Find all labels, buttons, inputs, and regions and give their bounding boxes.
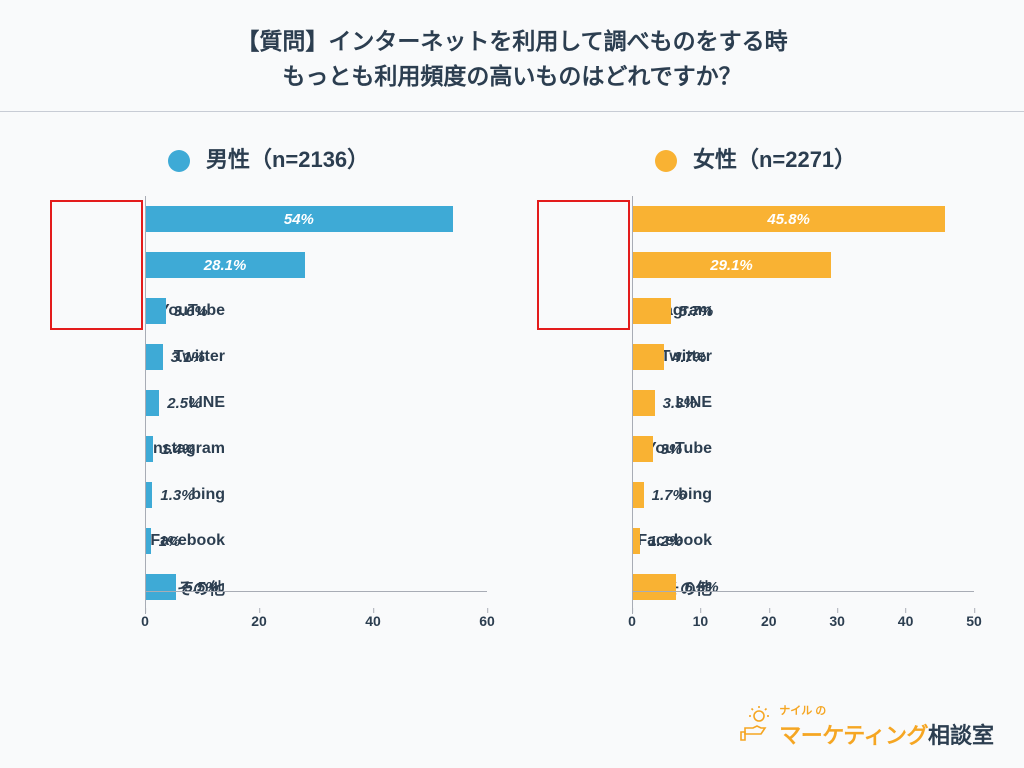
bar-row: Google45.8%	[632, 196, 974, 242]
bar-value-label: 54%	[145, 211, 453, 228]
bar: 54%	[145, 206, 453, 232]
male-legend-dot	[168, 150, 190, 172]
lightbulb-hand-icon	[739, 706, 771, 747]
bar-value-label: 1.7%	[644, 487, 686, 504]
bar-value-label: 1.2%	[640, 533, 682, 550]
bar-row: LINE3.3%	[632, 380, 974, 426]
bar: 29.1%	[632, 252, 831, 278]
bar: 28.1%	[145, 252, 305, 278]
bar	[145, 344, 163, 370]
title-line-1: 【質問】インターネットを利用して調べものをする時	[0, 24, 1024, 59]
bar	[145, 528, 151, 554]
bar-value-label: 3.3%	[655, 395, 697, 412]
logo-sub: 相談室	[928, 723, 994, 748]
axis-tick-label: 20	[251, 613, 267, 629]
chart-header: 【質問】インターネットを利用して調べものをする時 もっとも利用頻度の高いものはど…	[0, 0, 1024, 111]
bar-value-label: 45.8%	[632, 211, 945, 228]
female-legend: 女性（n=2271）	[537, 142, 974, 174]
bar	[145, 298, 166, 324]
bar	[632, 298, 671, 324]
female-chart-panel: 女性（n=2271） Google45.8%Yahoo!29.1%Instagr…	[537, 142, 974, 651]
axis-tick-label: 20	[761, 613, 777, 629]
bar-value-label: 28.1%	[145, 257, 305, 274]
bar	[632, 436, 653, 462]
bar	[145, 390, 159, 416]
female-legend-label: 女性（n=2271）	[693, 147, 856, 172]
male-chart-panel: 男性（n=2136） Google54%Yahoo!28.1%YouTube3.…	[50, 142, 487, 651]
axis-tick-label: 40	[365, 613, 381, 629]
bar	[632, 344, 664, 370]
axis-tick-label: 50	[966, 613, 982, 629]
axis-tick-label: 0	[141, 613, 149, 629]
bar-row: Facebook1%	[145, 518, 487, 564]
bar-row: YouTube3.6%	[145, 288, 487, 334]
bar-row: bing1.3%	[145, 472, 487, 518]
logo-main: マーケティング	[779, 723, 928, 748]
charts-container: 男性（n=2136） Google54%Yahoo!28.1%YouTube3.…	[0, 142, 1024, 651]
bar-row: Facebook1.2%	[632, 518, 974, 564]
bar-row: Twitter4.7%	[632, 334, 974, 380]
bar-value-label: 1%	[151, 533, 181, 550]
logo-pretext: ナイル の	[779, 702, 994, 718]
footer-logo: ナイル の マーケティング相談室	[739, 702, 994, 750]
bar-value-label: 2.5%	[159, 395, 201, 412]
bar-row: LINE2.5%	[145, 380, 487, 426]
bar: 45.8%	[632, 206, 945, 232]
bar-value-label: 5.5%	[176, 579, 218, 596]
female-legend-dot	[655, 150, 677, 172]
bar-row: Google54%	[145, 196, 487, 242]
bar-row: Yahoo!28.1%	[145, 242, 487, 288]
axis-tick-label: 40	[898, 613, 914, 629]
bar-row: YouTube3%	[632, 426, 974, 472]
bar-row: Instagram1.4%	[145, 426, 487, 472]
bar	[145, 482, 152, 508]
bar-value-label: 5.7%	[671, 303, 713, 320]
bar-value-label: 1.4%	[153, 441, 195, 458]
bar-value-label: 3.1%	[163, 349, 205, 366]
bar	[632, 528, 640, 554]
bar-value-label: 4.7%	[664, 349, 706, 366]
male-legend: 男性（n=2136）	[50, 142, 487, 174]
bar-value-label: 3%	[653, 441, 683, 458]
axis-tick-label: 0	[628, 613, 636, 629]
title-line-2: もっとも利用頻度の高いものはどれですか？	[0, 59, 1024, 94]
bar	[145, 436, 153, 462]
bar	[145, 574, 176, 600]
bar-row: その他6.5%	[632, 564, 974, 610]
axis-tick-label: 60	[479, 613, 495, 629]
axis-tick-label: 10	[693, 613, 709, 629]
bar-value-label: 3.6%	[166, 303, 208, 320]
bar-row: bing1.7%	[632, 472, 974, 518]
male-chart-body: Google54%Yahoo!28.1%YouTube3.6%Twitter3.…	[50, 196, 487, 651]
bar-value-label: 1.3%	[152, 487, 194, 504]
bar-row: Yahoo!29.1%	[632, 242, 974, 288]
bar-row: その他5.5%	[145, 564, 487, 610]
bar-value-label: 29.1%	[632, 257, 831, 274]
bar	[632, 390, 655, 416]
male-legend-label: 男性（n=2136）	[206, 147, 369, 172]
female-chart-body: Google45.8%Yahoo!29.1%Instagram5.7%Twitt…	[537, 196, 974, 651]
bar-value-label: 6.5%	[676, 579, 718, 596]
axis-tick-label: 30	[829, 613, 845, 629]
bar	[632, 574, 676, 600]
bar	[632, 482, 644, 508]
divider	[0, 111, 1024, 112]
bar-row: Instagram5.7%	[632, 288, 974, 334]
bar-row: Twitter3.1%	[145, 334, 487, 380]
